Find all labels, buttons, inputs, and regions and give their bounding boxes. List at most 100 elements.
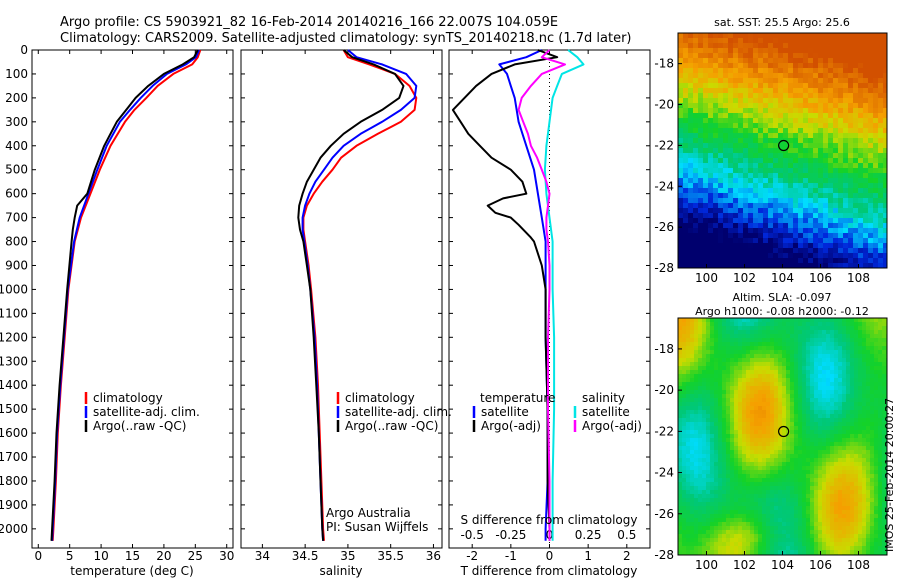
map-cell	[743, 263, 749, 268]
map-cell	[734, 406, 739, 411]
map-cell	[782, 394, 787, 399]
map-cell	[828, 218, 834, 224]
map-cell	[748, 133, 754, 139]
map-cell	[688, 218, 694, 224]
map-cell	[848, 73, 854, 79]
map-cell	[774, 458, 779, 463]
map-cell	[798, 43, 804, 49]
map-cell	[866, 430, 871, 435]
map-cell	[710, 454, 715, 459]
map-cell	[866, 330, 871, 335]
map-cell	[814, 390, 819, 395]
map-cell	[843, 123, 849, 129]
map-cell	[698, 442, 703, 447]
map-cell	[754, 458, 759, 463]
map-cell	[838, 366, 843, 371]
map-cell	[714, 450, 719, 455]
map-cell	[762, 414, 767, 419]
map-cell	[723, 198, 729, 204]
map-cell	[758, 93, 764, 99]
map-cell	[714, 382, 719, 387]
map-cell	[778, 374, 783, 379]
map-cell	[862, 514, 867, 519]
map-cell	[710, 374, 715, 379]
map-cell	[734, 446, 739, 451]
map-cell	[878, 350, 883, 355]
map-cell	[686, 474, 691, 479]
map-cell	[834, 330, 839, 335]
map-cell	[703, 58, 709, 64]
map-cell	[678, 38, 684, 44]
map-cell	[738, 494, 743, 499]
map-cell	[802, 350, 807, 355]
map-cell	[722, 318, 727, 323]
map-cell	[834, 362, 839, 367]
map-cell	[743, 38, 749, 44]
map-cell	[883, 263, 887, 268]
map-cell	[762, 374, 767, 379]
map-cell	[754, 398, 759, 403]
map-cell	[698, 33, 704, 39]
map-cell	[743, 213, 749, 219]
map-cell	[794, 394, 799, 399]
map-cell	[810, 498, 815, 503]
x-tick-label: 35	[340, 549, 355, 563]
map-cell	[730, 498, 735, 503]
map-cell	[722, 474, 727, 479]
map-cell	[714, 446, 719, 451]
map-cell	[690, 478, 695, 483]
map-cell	[853, 133, 859, 139]
map-cell	[793, 208, 799, 214]
map-cell	[708, 183, 714, 189]
map-cell	[686, 350, 691, 355]
map-cell	[830, 518, 835, 523]
map-cell	[878, 382, 883, 387]
map-cell	[863, 93, 869, 99]
map-cell	[728, 178, 734, 184]
map-cell	[753, 163, 759, 169]
map-cell	[733, 228, 739, 234]
map-cell	[810, 486, 815, 491]
map-cell	[838, 498, 843, 503]
map-cell	[858, 198, 864, 204]
map-cell	[882, 322, 887, 327]
map-cell	[726, 326, 731, 331]
map-cell	[730, 410, 735, 415]
map-cell	[722, 346, 727, 351]
map-cell	[703, 218, 709, 224]
map-cell	[734, 462, 739, 467]
map-cell	[808, 88, 814, 94]
map-cell	[698, 330, 703, 335]
map-cell	[828, 193, 834, 199]
map-cell	[743, 138, 749, 144]
map-cell	[693, 198, 699, 204]
map-cell	[688, 183, 694, 189]
map-cell	[678, 138, 684, 144]
map-cell	[770, 486, 775, 491]
map-cell	[726, 474, 731, 479]
map-cell	[863, 258, 869, 264]
map-cell	[683, 243, 689, 249]
map-cell	[790, 442, 795, 447]
map-cell	[742, 454, 747, 459]
map-cell	[726, 378, 731, 383]
map-cell	[858, 193, 864, 199]
map-cell	[738, 238, 744, 244]
map-cell	[758, 228, 764, 234]
map-cell	[754, 338, 759, 343]
map-cell	[818, 398, 823, 403]
map-cell	[770, 346, 775, 351]
map-cell	[846, 350, 851, 355]
map-cell	[850, 478, 855, 483]
map-cell	[878, 406, 883, 411]
map-cell	[730, 326, 735, 331]
map-cell	[778, 158, 784, 164]
difference-xlabel-top: S difference from climatology	[461, 513, 638, 527]
map-cell	[878, 233, 884, 239]
map-cell	[834, 514, 839, 519]
map-cell	[798, 510, 803, 515]
map-cell	[858, 148, 864, 154]
map-cell	[808, 133, 814, 139]
map-cell	[822, 338, 827, 343]
map-cell	[742, 398, 747, 403]
